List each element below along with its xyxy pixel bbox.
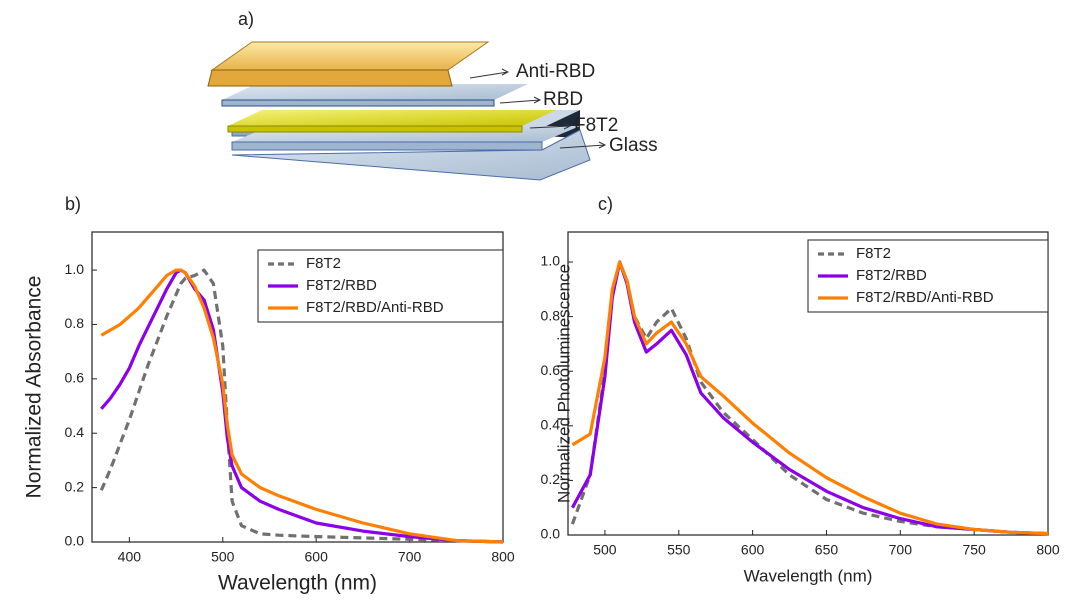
x-axis-title: Wavelength (nm)	[744, 566, 873, 585]
plot-frame	[91, 231, 504, 543]
arrow	[469, 68, 510, 79]
y-tick-label: 0.6	[541, 362, 561, 378]
x-tick-label: 800	[491, 549, 515, 565]
x-tick-label: 700	[889, 542, 913, 558]
y-axis-title: Normalized Absorbance	[23, 276, 46, 499]
series-line	[100, 268, 504, 544]
arrow	[529, 122, 572, 130]
panel-label: b)	[65, 194, 81, 214]
x-axis-title: Wavelength (nm)	[218, 572, 377, 595]
legend-label: F8T2/RBD/Anti-RBD	[856, 289, 994, 306]
x-tick-label: 400	[118, 549, 142, 565]
y-tick-label: 0.0	[65, 533, 85, 549]
x-tick-label: 650	[815, 542, 839, 558]
diagram: a) Anti-RBD RBD F8T2 Glass	[207, 9, 658, 181]
plot: 400 500 600 700 800 0.0 0.2 0.4 0.6 0.8 1.0 Wavelen…	[23, 194, 515, 595]
y-tick-label: 0.2	[541, 471, 561, 487]
legend-label: F8T2	[306, 255, 341, 272]
legend-label: F8T2/RBD/Anti-RBD	[306, 299, 444, 316]
series-line	[99, 268, 504, 544]
layer-label: F8T2	[574, 115, 618, 136]
f8t2-edge	[227, 125, 523, 133]
y-tick-label: 0.0	[541, 526, 561, 542]
legend-label: F8T2/RBD	[306, 277, 377, 294]
y-tick-label: 1.0	[541, 253, 561, 269]
y-tick-label: 0.8	[65, 315, 85, 331]
y-tick-label: 0.4	[541, 417, 561, 433]
layer-label: Anti-RBD	[516, 61, 595, 82]
x-tick-label: 500	[211, 549, 235, 565]
series-line	[100, 268, 504, 544]
rbd-layer	[222, 84, 528, 100]
glass-edge	[231, 141, 543, 151]
plot-frame	[567, 231, 1049, 536]
x-tick-label: 500	[593, 542, 617, 558]
y-tick-label: 0.2	[65, 478, 85, 494]
anti-rbd-layer	[210, 41, 490, 71]
legend-box	[257, 249, 504, 323]
y-tick-label: 0.8	[541, 307, 561, 323]
rbd-edge	[221, 99, 495, 107]
legend-label: F8T2	[856, 245, 891, 262]
x-tick-label: 700	[398, 549, 422, 565]
f8t2-layer	[228, 110, 556, 126]
layer-label: RBD	[543, 89, 583, 110]
x-tick-label: 600	[305, 549, 329, 565]
panel-label: c)	[598, 194, 613, 214]
y-tick-label: 1.0	[65, 261, 85, 277]
layer-label: Glass	[609, 135, 658, 156]
arrow	[559, 141, 607, 149]
anti-rbd-edge	[207, 69, 453, 87]
panel-label: a)	[238, 9, 254, 29]
glass-bottom	[231, 129, 591, 181]
arrow	[499, 96, 542, 104]
series-line	[571, 260, 1049, 536]
y-tick-label: 0.4	[65, 424, 85, 440]
legend-label: F8T2/RBD	[856, 267, 927, 284]
x-tick-label: 600	[741, 542, 765, 558]
y-axis-title: Normalized Photoluminescence	[554, 264, 573, 503]
x-tick-label: 550	[667, 542, 691, 558]
x-tick-label: 750	[962, 542, 986, 558]
x-tick-label: 800	[1036, 542, 1060, 558]
plot: 500 550 600 650 700 750 800 0.0 0.2 0.4 0.6 0.8 1.0 W…	[541, 194, 1060, 586]
y-tick-label: 0.6	[65, 370, 85, 386]
